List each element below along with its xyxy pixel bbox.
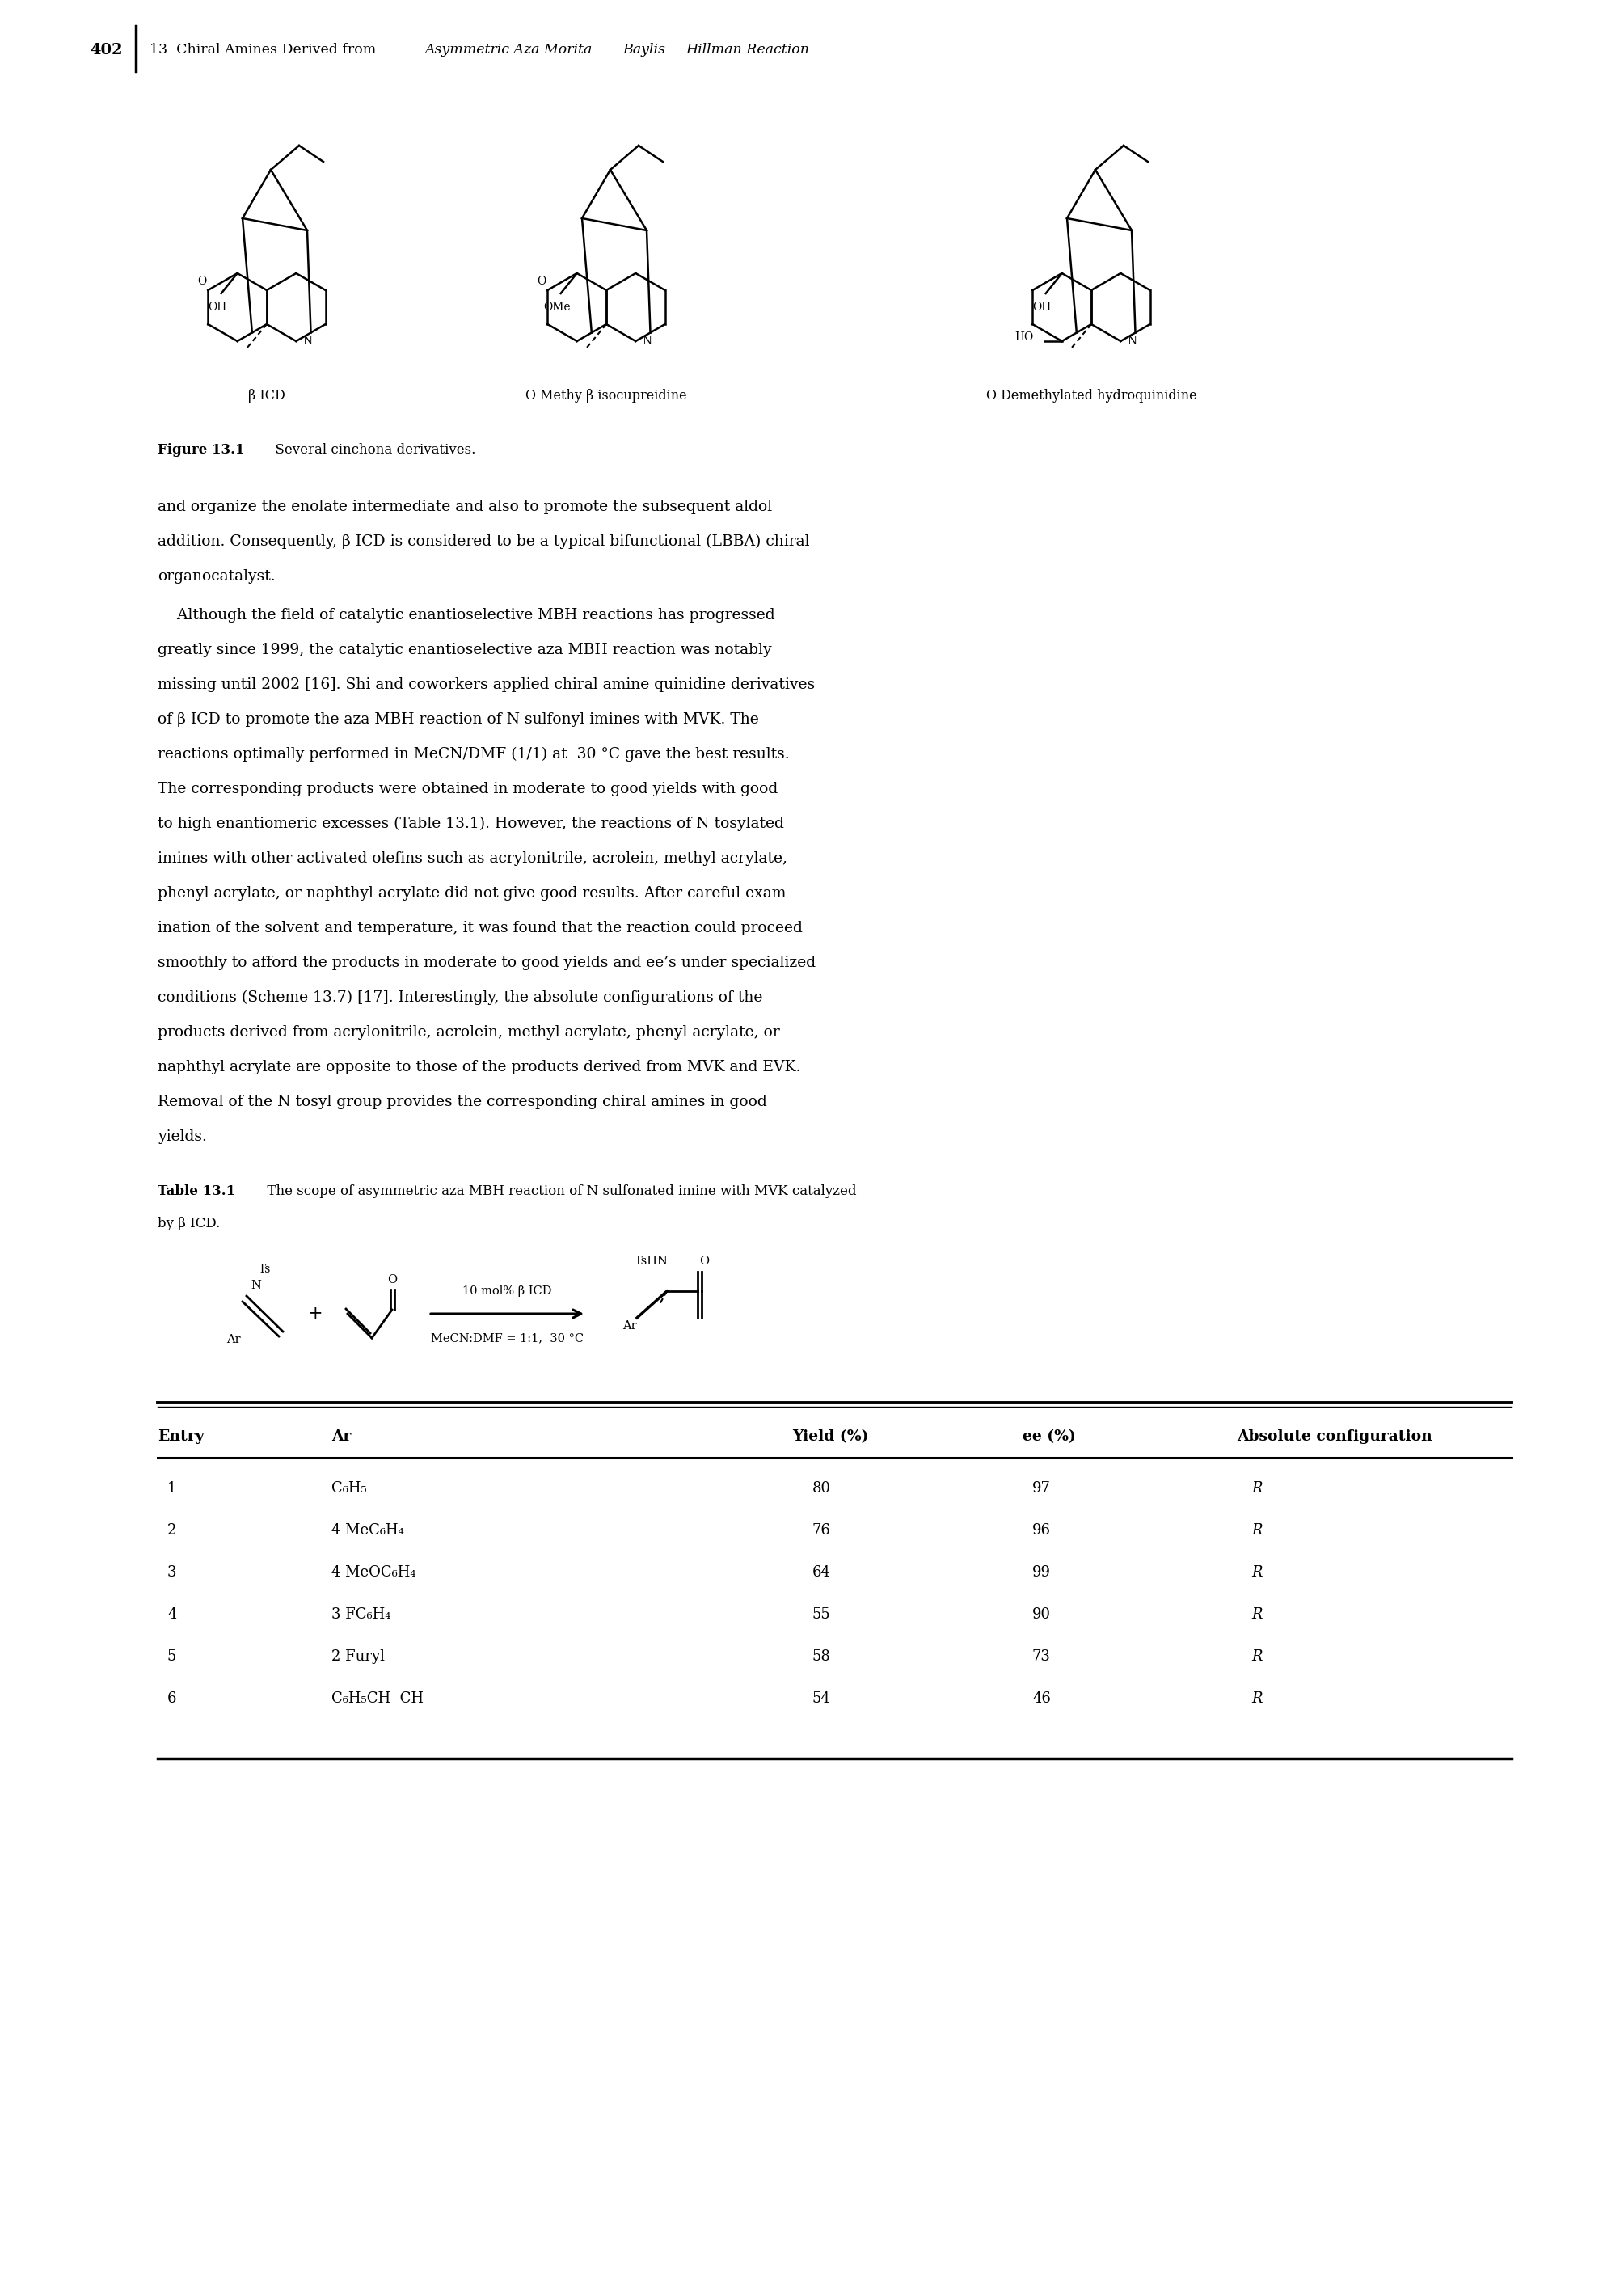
Text: Entry: Entry (158, 1430, 205, 1444)
Text: 97: 97 (1033, 1481, 1051, 1497)
Text: 402: 402 (91, 44, 123, 57)
Text: 73: 73 (1033, 1650, 1051, 1664)
Text: OMe: OMe (542, 303, 570, 314)
Text: greatly since 1999, the catalytic enantioselective aza MBH reaction was notably: greatly since 1999, the catalytic enanti… (158, 642, 771, 658)
Text: Ar: Ar (622, 1320, 637, 1332)
Text: 80: 80 (812, 1481, 831, 1497)
Text: 90: 90 (1033, 1607, 1051, 1623)
Text: O Methy β isocupreidine: O Methy β isocupreidine (526, 390, 687, 403)
Text: Yield (%): Yield (%) (793, 1430, 869, 1444)
Text: phenyl acrylate, or naphthyl acrylate did not give good results. After careful e: phenyl acrylate, or naphthyl acrylate di… (158, 887, 786, 901)
Text: 96: 96 (1033, 1524, 1051, 1538)
Text: smoothly to afford the products in moderate to good yields and ee’s under specia: smoothly to afford the products in moder… (158, 956, 815, 970)
Text: reactions optimally performed in MeCN/DMF (1/1) at  30 °C gave the best results.: reactions optimally performed in MeCN/DM… (158, 747, 789, 761)
Text: to high enantiomeric excesses (Table 13.1). However, the reactions of N tosylate: to high enantiomeric excesses (Table 13.… (158, 816, 784, 832)
Text: O: O (387, 1274, 396, 1286)
Text: The corresponding products were obtained in moderate to good yields with good: The corresponding products were obtained… (158, 782, 778, 795)
Text: naphthyl acrylate are opposite to those of the products derived from MVK and EVK: naphthyl acrylate are opposite to those … (158, 1059, 801, 1075)
Text: 4 MeOC₆H₄: 4 MeOC₆H₄ (331, 1565, 416, 1579)
Text: 46: 46 (1033, 1691, 1051, 1705)
Text: 55: 55 (812, 1607, 831, 1623)
Text: 2: 2 (167, 1524, 177, 1538)
Text: 5: 5 (167, 1650, 177, 1664)
Text: Figure 13.1: Figure 13.1 (158, 442, 245, 456)
Text: imines with other activated olefins such as acrylonitrile, acrolein, methyl acry: imines with other activated olefins such… (158, 850, 788, 866)
Text: ee (%): ee (%) (1023, 1430, 1075, 1444)
Text: N: N (250, 1279, 261, 1290)
Text: Table 13.1: Table 13.1 (158, 1185, 235, 1199)
Text: N: N (1127, 335, 1137, 346)
Text: OH: OH (208, 303, 227, 314)
Text: C₆H₅: C₆H₅ (331, 1481, 367, 1497)
Text: HO: HO (1015, 332, 1033, 344)
Text: yields.: yields. (158, 1130, 206, 1144)
Text: 76: 76 (812, 1524, 831, 1538)
Text: R: R (1252, 1691, 1262, 1705)
Text: by β ICD.: by β ICD. (158, 1217, 221, 1231)
Text: 99: 99 (1033, 1565, 1051, 1579)
Text: Ar: Ar (331, 1430, 351, 1444)
Text: R: R (1252, 1607, 1262, 1623)
Text: of β ICD to promote the aza MBH reaction of N sulfonyl imines with MVK. The: of β ICD to promote the aza MBH reaction… (158, 713, 758, 727)
Text: 2 Furyl: 2 Furyl (331, 1650, 385, 1664)
Text: β ICD: β ICD (248, 390, 286, 403)
Text: R: R (1252, 1524, 1262, 1538)
Text: R: R (1252, 1650, 1262, 1664)
Text: O: O (198, 275, 206, 286)
Text: Several cinchona derivatives.: Several cinchona derivatives. (266, 442, 476, 456)
Text: The scope of asymmetric aza MBH reaction of N sulfonated imine with MVK catalyze: The scope of asymmetric aza MBH reaction… (258, 1185, 856, 1199)
Text: 64: 64 (812, 1565, 831, 1579)
Text: products derived from acrylonitrile, acrolein, methyl acrylate, phenyl acrylate,: products derived from acrylonitrile, acr… (158, 1025, 780, 1041)
Text: conditions (Scheme 13.7) [17]. Interestingly, the absolute configurations of the: conditions (Scheme 13.7) [17]. Interesti… (158, 990, 763, 1006)
Text: R: R (1252, 1565, 1262, 1579)
Text: O: O (538, 275, 546, 286)
Text: 10 mol% β ICD: 10 mol% β ICD (463, 1286, 552, 1297)
Text: Ar: Ar (226, 1334, 240, 1345)
Text: 4: 4 (167, 1607, 177, 1623)
Text: 1: 1 (167, 1481, 177, 1497)
Text: ination of the solvent and temperature, it was found that the reaction could pro: ination of the solvent and temperature, … (158, 921, 802, 935)
Text: organocatalyst.: organocatalyst. (158, 568, 276, 584)
Text: TsHN: TsHN (635, 1256, 669, 1267)
Text: Ts: Ts (258, 1263, 271, 1274)
Text: 3: 3 (167, 1565, 177, 1579)
Text: Asymmetric Aza Morita: Asymmetric Aza Morita (424, 44, 593, 57)
Text: N: N (641, 335, 651, 346)
Text: Although the field of catalytic enantioselective MBH reactions has progressed: Although the field of catalytic enantios… (158, 607, 775, 623)
Text: +: + (307, 1304, 323, 1322)
Text: 58: 58 (812, 1650, 831, 1664)
Text: 6: 6 (167, 1691, 177, 1705)
Text: O: O (700, 1256, 710, 1267)
Text: 54: 54 (812, 1691, 831, 1705)
Text: Baylis: Baylis (622, 44, 666, 57)
Text: R: R (1252, 1481, 1262, 1497)
Text: Removal of the N tosyl group provides the corresponding chiral amines in good: Removal of the N tosyl group provides th… (158, 1096, 767, 1109)
Text: missing until 2002 [16]. Shi and coworkers applied chiral amine quinidine deriva: missing until 2002 [16]. Shi and coworke… (158, 678, 815, 692)
Text: 3 FC₆H₄: 3 FC₆H₄ (331, 1607, 391, 1623)
Text: O Demethylated hydroquinidine: O Demethylated hydroquinidine (986, 390, 1197, 403)
Text: Hillman Reaction: Hillman Reaction (685, 44, 809, 57)
Text: and organize the enolate intermediate and also to promote the subsequent aldol: and organize the enolate intermediate an… (158, 500, 771, 513)
Text: 4 MeC₆H₄: 4 MeC₆H₄ (331, 1524, 404, 1538)
Text: MeCN:DMF = 1:1,  30 °C: MeCN:DMF = 1:1, 30 °C (430, 1332, 583, 1343)
Text: 13  Chiral Amines Derived from: 13 Chiral Amines Derived from (149, 44, 380, 57)
Text: N: N (302, 335, 312, 346)
Text: addition. Consequently, β ICD is considered to be a typical bifunctional (LBBA) : addition. Consequently, β ICD is conside… (158, 534, 810, 550)
Text: Absolute configuration: Absolute configuration (1237, 1430, 1432, 1444)
Text: C₆H₅CH  CH: C₆H₅CH CH (331, 1691, 424, 1705)
Text: OH: OH (1033, 303, 1051, 314)
